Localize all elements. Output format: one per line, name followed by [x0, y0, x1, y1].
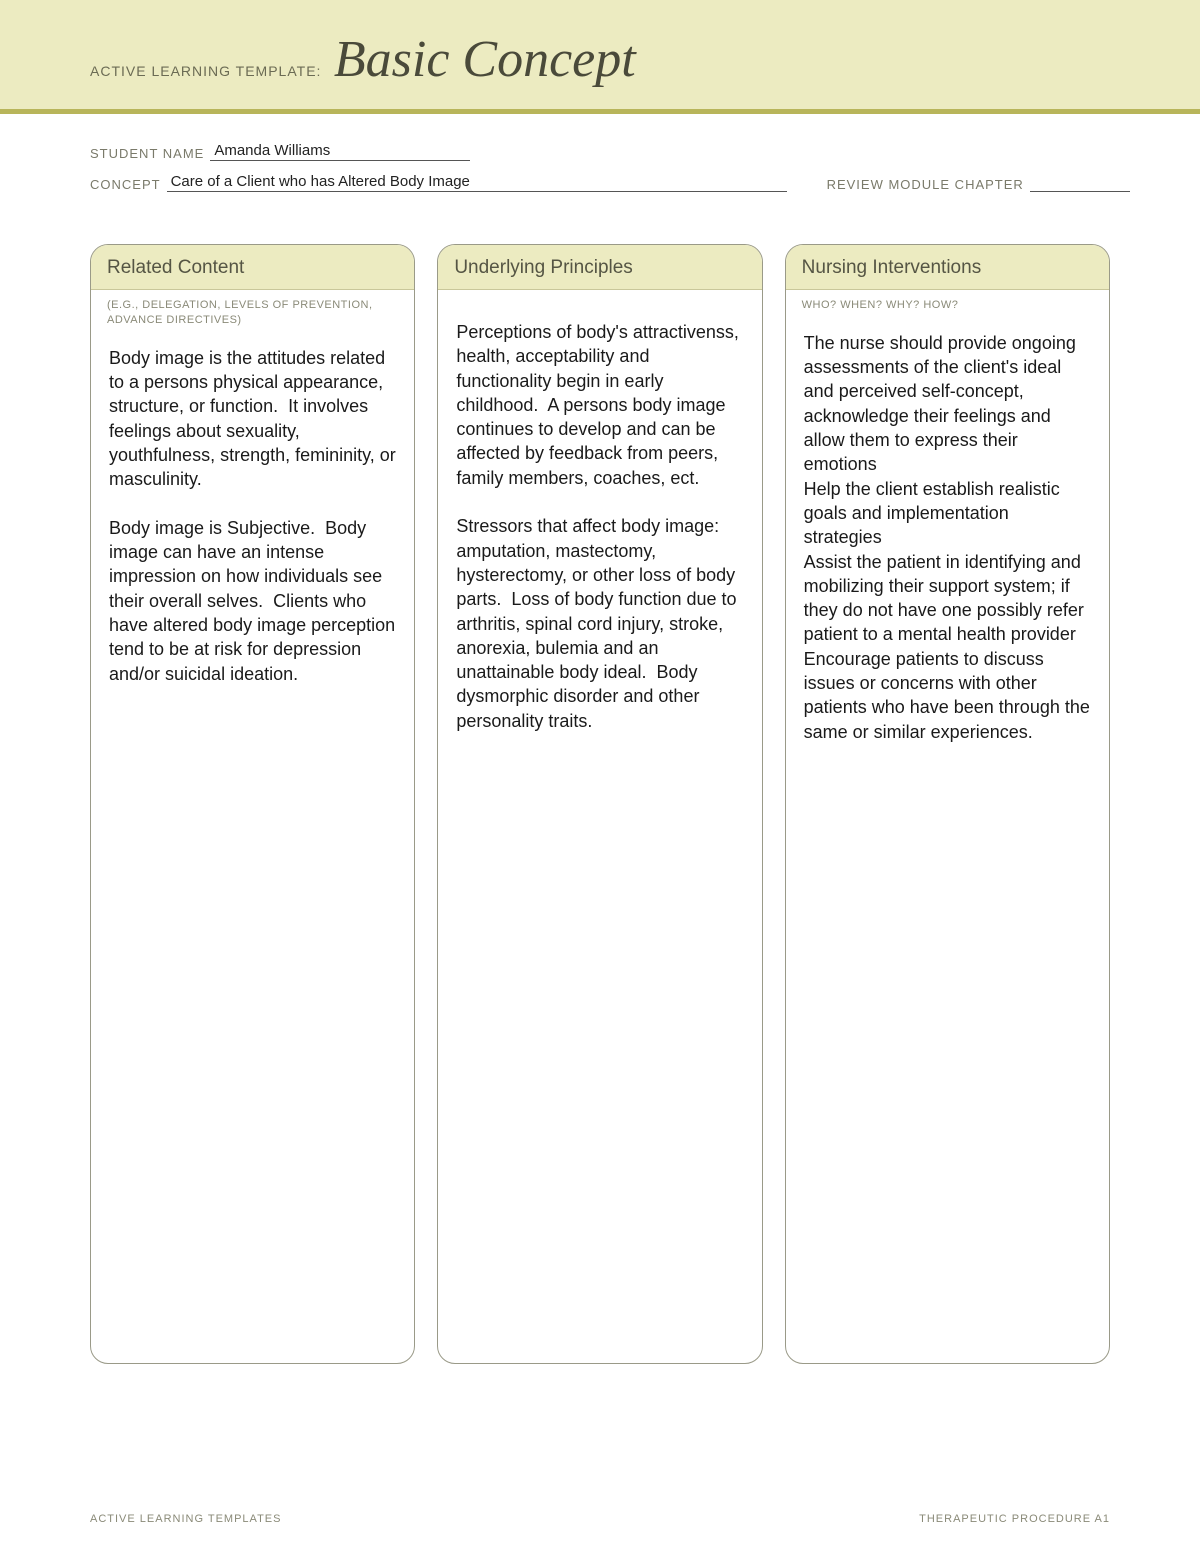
- page-container: ACTIVE LEARNING TEMPLATE: Basic Concept …: [0, 0, 1200, 1553]
- column-subheading: WHO? WHEN? WHY? HOW?: [786, 290, 1109, 319]
- column-related-content: Related Content (E.G., DELEGATION, LEVEL…: [90, 244, 415, 1364]
- column-heading: Nursing Interventions: [786, 245, 1109, 290]
- column-heading: Related Content: [91, 245, 414, 290]
- column-subheading: [438, 290, 761, 308]
- review-label: REVIEW MODULE CHAPTER: [827, 177, 1024, 192]
- student-name-field: STUDENT NAME Amanda Williams: [90, 142, 470, 161]
- column-nursing-interventions: Nursing Interventions WHO? WHEN? WHY? HO…: [785, 244, 1110, 1364]
- info-section: STUDENT NAME Amanda Williams CONCEPT Car…: [0, 114, 1200, 214]
- page-title: Basic Concept: [334, 31, 636, 88]
- column-body: The nurse should provide ongoing assessm…: [786, 319, 1109, 762]
- header-prefix: ACTIVE LEARNING TEMPLATE:: [90, 63, 321, 79]
- column-heading: Underlying Principles: [438, 245, 761, 290]
- student-name-value: Amanda Williams: [210, 142, 470, 161]
- column-body: Body image is the attitudes related to a…: [91, 334, 414, 704]
- concept-label: CONCEPT: [90, 177, 161, 192]
- column-subheading: (E.G., DELEGATION, LEVELS OF PREVENTION,…: [91, 290, 414, 334]
- columns-container: Related Content (E.G., DELEGATION, LEVEL…: [0, 214, 1200, 1364]
- student-name-label: STUDENT NAME: [90, 146, 204, 161]
- review-value: [1030, 190, 1130, 192]
- footer-right: THERAPEUTIC PROCEDURE A1: [919, 1513, 1110, 1525]
- row-student: STUDENT NAME Amanda Williams: [90, 142, 1110, 161]
- row-concept: CONCEPT Care of a Client who has Altered…: [90, 173, 1110, 192]
- footer: ACTIVE LEARNING TEMPLATES THERAPEUTIC PR…: [90, 1513, 1110, 1525]
- header-band: ACTIVE LEARNING TEMPLATE: Basic Concept: [0, 0, 1200, 114]
- concept-field: CONCEPT Care of a Client who has Altered…: [90, 173, 787, 192]
- column-underlying-principles: Underlying Principles Perceptions of bod…: [437, 244, 762, 1364]
- concept-value: Care of a Client who has Altered Body Im…: [167, 173, 787, 192]
- column-body: Perceptions of body's attractivenss, hea…: [438, 308, 761, 751]
- review-field: REVIEW MODULE CHAPTER: [827, 177, 1130, 192]
- footer-left: ACTIVE LEARNING TEMPLATES: [90, 1513, 281, 1525]
